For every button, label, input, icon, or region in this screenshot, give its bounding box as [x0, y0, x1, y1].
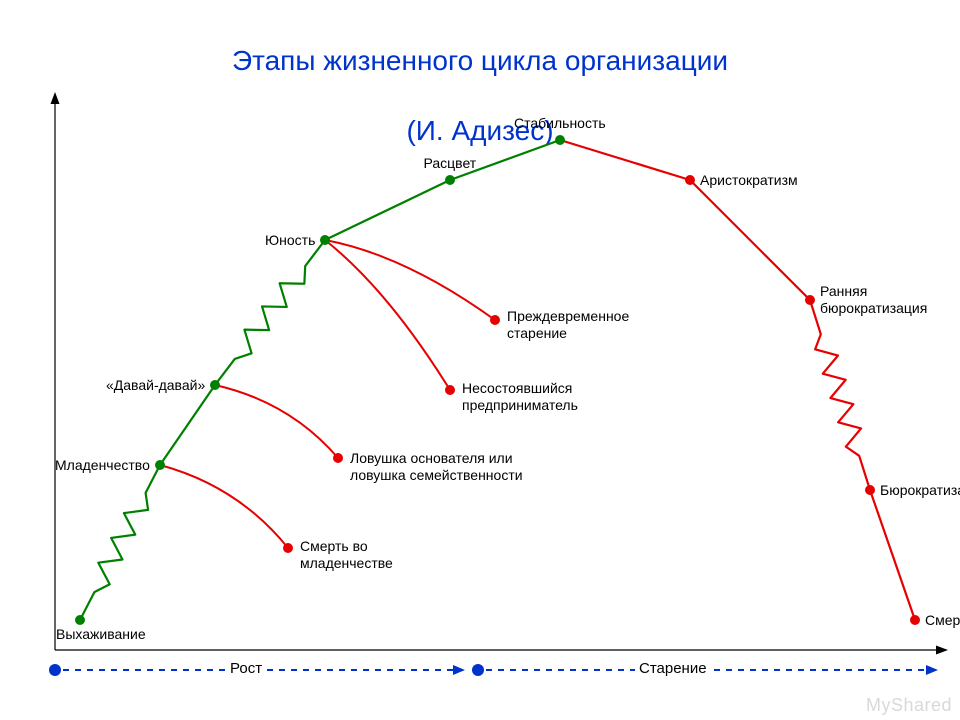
- legend-label-aging: Старение: [635, 660, 711, 678]
- lifecycle-diagram: [0, 0, 960, 720]
- node-label-death: Смерть: [925, 612, 960, 629]
- node-label-aristocracy: Аристократизм: [700, 172, 798, 189]
- watermark: MyShared: [866, 695, 952, 716]
- legend-label-growth: Рост: [226, 660, 266, 678]
- node-label-infancy: Младенчество: [55, 457, 150, 474]
- trap-label-1: Ловушка основателя или ловушка семействе…: [350, 450, 523, 484]
- trap-label-3: Преждевременное старение: [507, 308, 629, 342]
- node-label-gogo: «Давай-давай»: [106, 377, 205, 394]
- trap-label-0: Смерть во младенчестве: [300, 538, 393, 572]
- node-label-bureau: Бюрократизация: [880, 482, 960, 499]
- node-label-prime: Расцвет: [424, 155, 477, 172]
- node-label-adolescence: Юность: [265, 232, 315, 249]
- node-label-courtship: Выхаживание: [56, 626, 146, 643]
- trap-label-2: Несостоявшийся предприниматель: [462, 380, 578, 414]
- node-label-early_bureau: Ранняя бюрократизация: [820, 283, 927, 317]
- node-label-stable: Стабильность: [514, 115, 606, 132]
